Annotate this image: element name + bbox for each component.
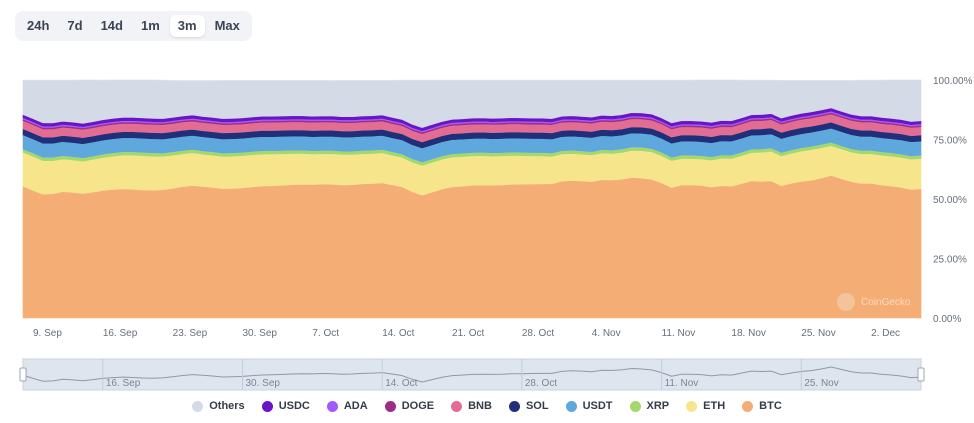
legend-label: Others bbox=[209, 400, 245, 412]
navigator-tick-label: 28. Oct bbox=[525, 378, 557, 389]
legend-item-sol[interactable]: SOL bbox=[508, 400, 549, 412]
watermark: CoinGecko bbox=[837, 293, 910, 311]
legend-dot-icon bbox=[629, 400, 641, 412]
range-button-24h[interactable]: 24h bbox=[27, 18, 50, 33]
x-tick-label: 21. Oct bbox=[452, 328, 484, 339]
navigator-tick-label: 11. Nov bbox=[665, 378, 699, 389]
x-tick-label: 14. Oct bbox=[382, 328, 414, 339]
legend-dot-icon bbox=[384, 400, 396, 412]
legend-label: SOL bbox=[525, 400, 549, 412]
y-tick-label: 75.00% bbox=[933, 136, 967, 147]
legend-item-bnb[interactable]: BNB bbox=[451, 400, 492, 412]
legend-label: BNB bbox=[468, 400, 492, 412]
legend-label: DOGE bbox=[401, 400, 435, 412]
legend-dot-icon bbox=[508, 400, 520, 412]
coingecko-logo-icon bbox=[837, 293, 855, 311]
x-tick-label: 23. Sep bbox=[173, 328, 208, 339]
navigator-handle-right[interactable] bbox=[917, 367, 925, 382]
dominance-chart: 0.00% 25.00% 50.00% 75.00% 100.00% 9. Sep 16. … bbox=[19, 76, 973, 391]
navigator-range bbox=[22, 358, 922, 391]
legend-label: USDC bbox=[278, 400, 310, 412]
time-range-selector: 24h 7d 14d 1m 3m Max bbox=[15, 11, 252, 41]
range-button-7d[interactable]: 7d bbox=[67, 18, 83, 33]
area-series-others bbox=[22, 79, 922, 128]
x-tick-label: 25. Nov bbox=[801, 328, 835, 339]
x-tick-label: 28. Oct bbox=[522, 328, 554, 339]
legend-label: BTC bbox=[759, 400, 782, 412]
chart-legend: Others USDC ADA DOGE BNB SOL USDT XRP ET… bbox=[0, 400, 974, 412]
range-button-14d[interactable]: 14d bbox=[100, 18, 123, 33]
area-series-btc bbox=[22, 175, 922, 319]
y-tick-label: 50.00% bbox=[933, 195, 967, 206]
legend-item-ada[interactable]: ADA bbox=[326, 400, 368, 412]
range-button-1m[interactable]: 1m bbox=[140, 18, 160, 33]
legend-label: USDT bbox=[582, 400, 613, 412]
legend-item-usdt[interactable]: USDT bbox=[565, 400, 613, 412]
legend-item-doge[interactable]: DOGE bbox=[384, 400, 435, 412]
series-edge-others bbox=[23, 79, 921, 81]
legend-dot-icon bbox=[565, 400, 577, 412]
x-tick-label: 4. Nov bbox=[592, 328, 621, 339]
y-tick-label: 25.00% bbox=[933, 255, 967, 266]
x-tick-label: 16. Sep bbox=[103, 328, 138, 339]
legend-item-btc[interactable]: BTC bbox=[742, 400, 782, 412]
legend-label: XRP bbox=[646, 400, 670, 412]
legend-item-usdc[interactable]: USDC bbox=[261, 400, 310, 412]
range-button-max[interactable]: Max bbox=[214, 18, 240, 33]
y-tick-label: 100.00% bbox=[933, 76, 973, 87]
navigator-tick-label: 30. Sep bbox=[246, 378, 281, 389]
legend-dot-icon bbox=[451, 400, 463, 412]
x-tick-label: 11. Nov bbox=[662, 328, 696, 339]
navigator-handle-left[interactable] bbox=[19, 367, 27, 382]
legend-dot-icon bbox=[261, 400, 273, 412]
y-tick-label: 0.00% bbox=[933, 314, 961, 325]
x-tick-label: 7. Oct bbox=[312, 328, 339, 339]
legend-item-others[interactable]: Others bbox=[192, 400, 245, 412]
legend-item-eth[interactable]: ETH bbox=[686, 400, 725, 412]
legend-label: ETH bbox=[703, 400, 726, 412]
legend-item-xrp[interactable]: XRP bbox=[629, 400, 670, 412]
legend-dot-icon bbox=[192, 400, 204, 412]
legend-dot-icon bbox=[742, 400, 754, 412]
navigator-tick-label: 14. Oct bbox=[385, 378, 417, 389]
x-tick-label: 30. Sep bbox=[243, 328, 278, 339]
legend-dot-icon bbox=[686, 400, 698, 412]
watermark-text: CoinGecko bbox=[861, 296, 911, 308]
legend-label: ADA bbox=[343, 400, 368, 412]
legend-dot-icon bbox=[326, 400, 338, 412]
x-tick-label: 9. Sep bbox=[33, 328, 62, 339]
range-button-3m[interactable]: 3m bbox=[169, 15, 205, 37]
x-tick-label: 2. Dec bbox=[871, 328, 900, 339]
x-tick-label: 18. Nov bbox=[731, 328, 765, 339]
navigator-trend-line bbox=[22, 366, 922, 383]
navigator-tick-label: 25. Nov bbox=[804, 378, 838, 389]
navigator-tick-label: 16. Sep bbox=[106, 378, 141, 389]
